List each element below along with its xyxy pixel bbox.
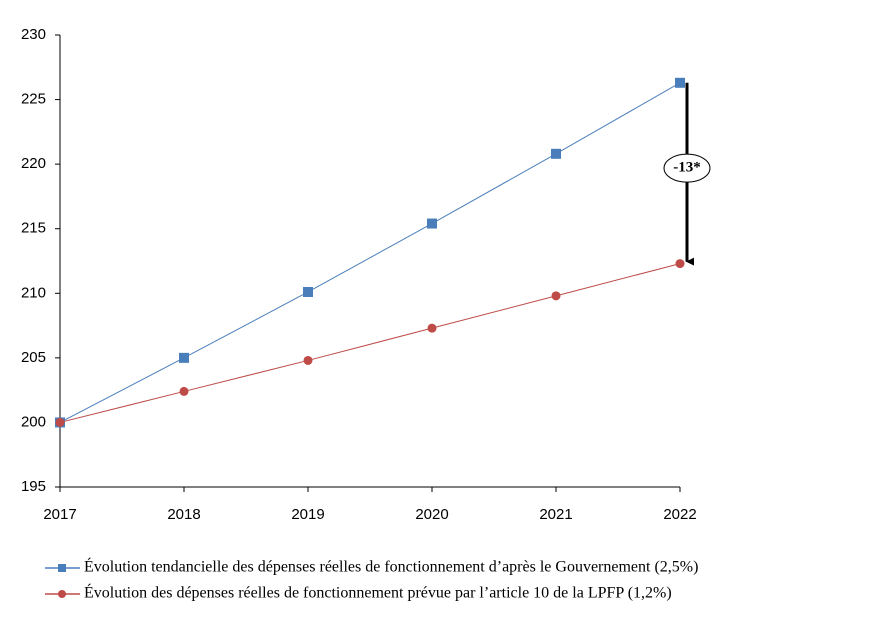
point	[427, 218, 437, 229]
series-line	[59, 82, 681, 423]
annotation: -13*	[673, 160, 701, 176]
x-tick-label: 2018	[167, 506, 200, 523]
legend-marker	[58, 564, 66, 572]
point	[55, 417, 65, 427]
x-tick-label: 2022	[663, 506, 696, 523]
y-tick-label: 215	[21, 220, 46, 237]
point	[303, 286, 313, 297]
point	[179, 386, 189, 396]
y-tick-label: 225	[21, 91, 46, 108]
point	[303, 355, 313, 365]
legend-marker	[58, 590, 66, 598]
point	[551, 291, 561, 301]
point	[427, 323, 437, 333]
y-tick-label: 220	[21, 155, 46, 172]
point	[179, 352, 189, 363]
legend-label: Évolution des dépenses réelles de foncti…	[84, 583, 672, 602]
x-tick-label: 2021	[539, 506, 572, 523]
x-tick-label: 2019	[291, 506, 324, 523]
y-tick-label: 230	[21, 26, 46, 43]
y-tick-label: 210	[21, 284, 46, 301]
x-tick-label: 2017	[43, 506, 76, 523]
legend-label: Évolution tendancielle des dépenses réel…	[84, 557, 698, 576]
point	[675, 259, 685, 269]
y-tick-label: 200	[21, 413, 46, 430]
annotation-bubble	[663, 153, 711, 183]
y-tick-label: 205	[21, 349, 46, 366]
series-line	[59, 263, 681, 423]
point	[675, 77, 685, 88]
point	[551, 148, 561, 159]
x-tick-label: 2020	[415, 506, 448, 523]
y-tick-label: 195	[21, 478, 46, 495]
